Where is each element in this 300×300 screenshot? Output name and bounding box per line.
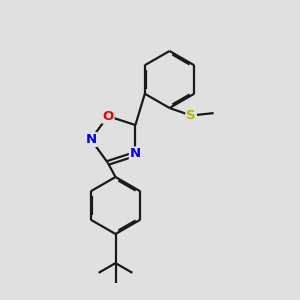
Text: O: O xyxy=(102,110,113,123)
Text: N: N xyxy=(85,133,97,146)
Text: N: N xyxy=(130,148,141,160)
Text: S: S xyxy=(186,109,196,122)
